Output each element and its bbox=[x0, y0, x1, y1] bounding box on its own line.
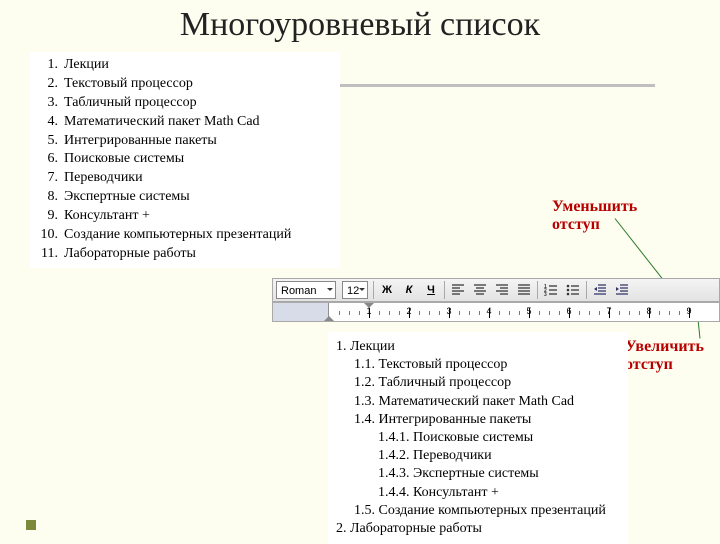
align-right-icon bbox=[495, 283, 509, 297]
multilevel-list-item: 1.4.1. Поисковые системы bbox=[378, 429, 620, 447]
ruler-label: 2 bbox=[406, 306, 411, 316]
toolbar-separator bbox=[537, 281, 538, 299]
numbered-list-icon: 123 bbox=[544, 283, 558, 297]
multilevel-list-item: Лабораторные работы bbox=[336, 520, 620, 538]
align-left-icon bbox=[451, 283, 465, 297]
bulleted-list-icon bbox=[566, 283, 580, 297]
multilevel-list-item: 1.2. Табличный процессор bbox=[354, 374, 620, 392]
align-justify-button[interactable] bbox=[514, 280, 534, 300]
decrease-indent-button[interactable] bbox=[590, 280, 610, 300]
multilevel-list-item: Лекции bbox=[336, 338, 620, 356]
multilevel-list-item: 1.5. Создание компьютерных презентаций bbox=[354, 502, 620, 520]
flat-list-item: 11.Лабораторные работы bbox=[34, 245, 334, 264]
flat-list-item: 2.Текстовый процессор bbox=[34, 75, 334, 94]
flat-list-item: 7.Переводчики bbox=[34, 169, 334, 188]
ruler-label: 4 bbox=[486, 306, 491, 316]
formatting-toolbar: Roman 12 Ж К Ч 123 bbox=[272, 278, 720, 302]
multilevel-list-item: 1.1. Текстовый процессор bbox=[354, 356, 620, 374]
ruler-label: 3 bbox=[446, 306, 451, 316]
decrease-indent-icon bbox=[593, 283, 607, 297]
multilevel-list-item: 1.4.2. Переводчики bbox=[378, 447, 620, 465]
ruler-label: 6 bbox=[566, 306, 571, 316]
font-name-dropdown[interactable]: Roman bbox=[276, 281, 336, 299]
multilevel-list-item: 1.4. Интегрированные пакеты bbox=[354, 411, 620, 429]
title-underline bbox=[335, 84, 655, 87]
ruler-label: 8 bbox=[646, 306, 651, 316]
ruler-left-margin bbox=[273, 303, 329, 321]
align-center-button[interactable] bbox=[470, 280, 490, 300]
ruler-label: 5 bbox=[526, 306, 531, 316]
annotation-decrease-indent: Уменьшитьотступ bbox=[552, 198, 637, 233]
flat-list-item: 9.Консультант + bbox=[34, 207, 334, 226]
align-right-button[interactable] bbox=[492, 280, 512, 300]
flat-list-item: 1.Лекции bbox=[34, 56, 334, 75]
flat-list-item: 5.Интегрированные пакеты bbox=[34, 132, 334, 151]
multilevel-list-item: 1.4.3. Экспертные системы bbox=[378, 465, 620, 483]
increase-indent-icon bbox=[615, 283, 629, 297]
svg-text:3: 3 bbox=[544, 292, 547, 297]
font-size-dropdown[interactable]: 12 bbox=[342, 281, 368, 299]
flat-list-item: 8.Экспертные системы bbox=[34, 188, 334, 207]
multilevel-list-item: 1.3. Математический пакет Math Cad bbox=[354, 393, 620, 411]
multilevel-list: Лекции1.1. Текстовый процессор1.2. Табли… bbox=[328, 332, 628, 544]
ruler-label: 9 bbox=[686, 306, 691, 316]
bulleted-list-button[interactable] bbox=[563, 280, 583, 300]
annotation-increase-indent: Увеличитьотступ bbox=[625, 338, 704, 373]
flat-list-item: 4.Математический пакет Math Cad bbox=[34, 113, 334, 132]
toolbar-separator bbox=[444, 281, 445, 299]
toolbar-separator bbox=[586, 281, 587, 299]
increase-indent-button[interactable] bbox=[612, 280, 632, 300]
slide-title: Многоуровневый список bbox=[0, 6, 720, 44]
first-line-indent-marker[interactable] bbox=[364, 303, 374, 313]
bold-button[interactable]: Ж bbox=[377, 280, 397, 300]
flat-list-item: 3.Табличный процессор bbox=[34, 94, 334, 113]
align-left-button[interactable] bbox=[448, 280, 468, 300]
align-center-icon bbox=[473, 283, 487, 297]
italic-button[interactable]: К bbox=[399, 280, 419, 300]
toolbar-separator bbox=[373, 281, 374, 299]
slide-bullet-marker bbox=[26, 520, 36, 530]
ruler-label: 7 bbox=[606, 306, 611, 316]
numbered-list-button[interactable]: 123 bbox=[541, 280, 561, 300]
horizontal-ruler: 123456789 bbox=[272, 302, 720, 322]
flat-list-item: 10.Создание компьютерных презентаций bbox=[34, 226, 334, 245]
flat-numbered-list: 1.Лекции2.Текстовый процессор3.Табличный… bbox=[30, 52, 340, 268]
multilevel-list-item: 1.4.4. Консультант + bbox=[378, 484, 620, 502]
align-justify-icon bbox=[517, 283, 531, 297]
hanging-indent-marker[interactable] bbox=[324, 311, 334, 321]
flat-list-item: 6.Поисковые системы bbox=[34, 150, 334, 169]
underline-button[interactable]: Ч bbox=[421, 280, 441, 300]
